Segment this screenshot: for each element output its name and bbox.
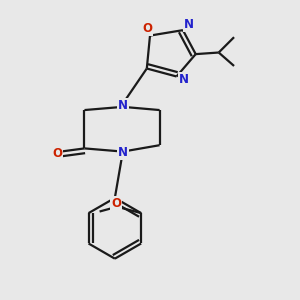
- Text: O: O: [52, 147, 62, 160]
- Text: N: N: [184, 18, 194, 31]
- Text: O: O: [142, 22, 152, 35]
- Text: O: O: [111, 197, 121, 210]
- Text: N: N: [118, 99, 128, 112]
- Text: N: N: [179, 73, 189, 85]
- Text: N: N: [118, 146, 128, 159]
